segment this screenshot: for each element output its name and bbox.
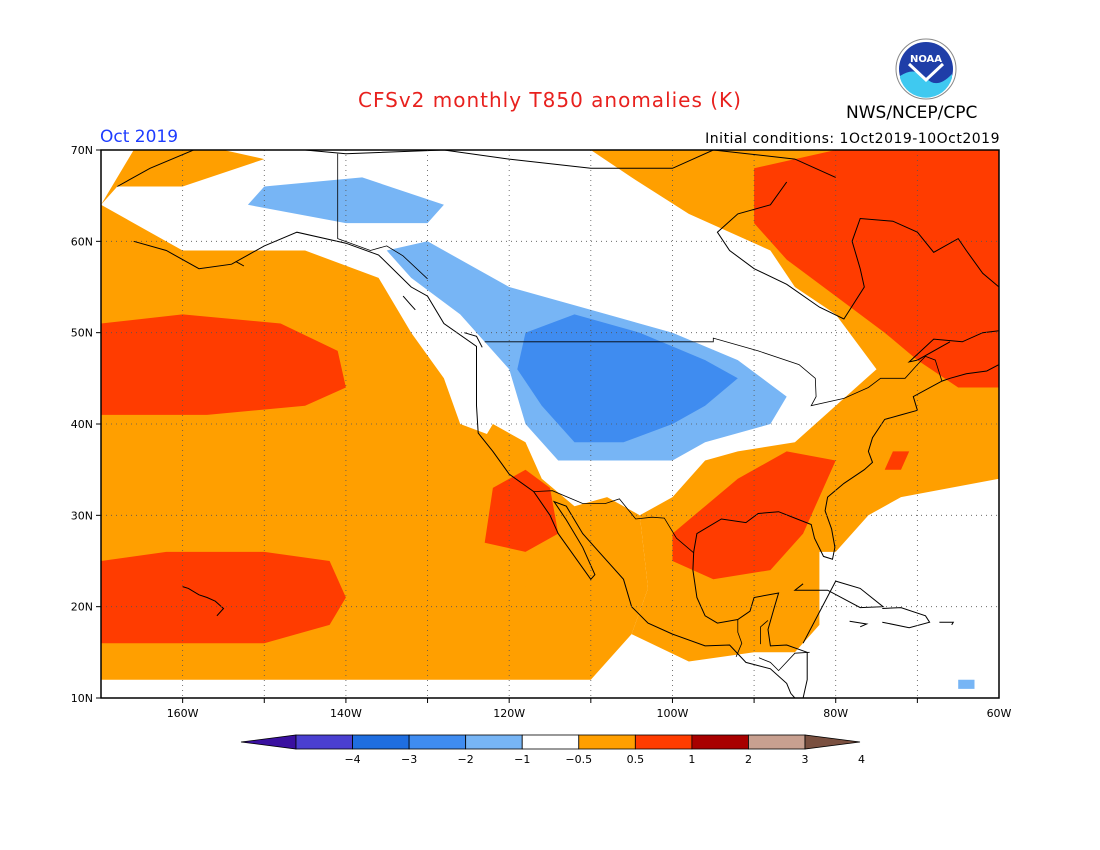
- coastline-0: [117, 150, 836, 187]
- lat-tick-label: 30N: [71, 509, 93, 522]
- colorbar-box: [295, 734, 353, 750]
- colorbar-box: [748, 734, 806, 750]
- lon-tick-label: 120W: [493, 707, 525, 720]
- border-3: [735, 619, 743, 658]
- colorbar-label: −0.5: [565, 753, 592, 766]
- anomaly-fills: [101, 150, 999, 689]
- coastlines: [117, 150, 999, 698]
- lon-tick-label: 60W: [987, 707, 1012, 720]
- coastline-7: [849, 620, 869, 628]
- colorbar-label: −3: [401, 753, 417, 766]
- chart-title: CFSv2 monthly T850 anomalies (K): [358, 88, 742, 112]
- colorbar-low-arrow: [240, 734, 297, 750]
- colorbar: −4 −3 −2 −1 −0.5 0.5 1 2 3 4: [240, 734, 865, 766]
- lon-tick-label: 80W: [823, 707, 848, 720]
- anomaly-region-6: [484, 469, 559, 552]
- colorbar-label: −4: [344, 753, 360, 766]
- lat-tick-label: 10N: [71, 692, 93, 705]
- coastline-6: [882, 607, 931, 629]
- initial-conditions: Initial conditions: 1Oct2019-10Oct2019: [705, 131, 1000, 147]
- colorbar-label: 0.5: [627, 753, 645, 766]
- border-4: [760, 620, 769, 645]
- colorbar-label: 4: [858, 753, 865, 766]
- lat-tick-label: 60N: [71, 235, 93, 248]
- colorbar-label: 2: [745, 753, 752, 766]
- coastline-12: [235, 260, 245, 267]
- lat-tick-label: 40N: [71, 418, 93, 431]
- colorbar-box: [578, 734, 636, 750]
- colorbar-label: −1: [514, 753, 530, 766]
- anomaly-region-8: [754, 150, 999, 388]
- border-5: [758, 651, 810, 672]
- coastline-4: [716, 181, 999, 320]
- agency-label: NWS/NCEP/CPC: [846, 103, 978, 123]
- colorbar-label: −2: [458, 753, 474, 766]
- lon-tick-label: 160W: [167, 707, 199, 720]
- coastline-11: [402, 295, 416, 311]
- border-0: [337, 153, 428, 280]
- lat-tick-label: 50N: [71, 327, 93, 340]
- border-2: [533, 490, 694, 554]
- colorbar-label: 3: [802, 753, 809, 766]
- colorbar-box: [691, 734, 749, 750]
- anomaly-region-13: [958, 679, 975, 689]
- colorbar-box: [408, 734, 467, 750]
- anomaly-region-12: [517, 314, 738, 443]
- lon-tick-label: 100W: [657, 707, 689, 720]
- coastline-1: [133, 231, 796, 698]
- coastline-5: [793, 580, 885, 644]
- colorbar-high-arrow: [804, 734, 861, 750]
- axis-ticks: 10N 20N 30N 40N 50N 60N 70N 160W 140W 120W 100W 80W…: [71, 144, 1012, 720]
- lat-tick-label: 20N: [71, 601, 93, 614]
- colorbar-box: [465, 734, 523, 750]
- anomaly-region-4: [101, 314, 346, 415]
- lat-tick-label: 70N: [71, 144, 93, 157]
- colorbar-box: [521, 734, 580, 750]
- border-1: [484, 337, 943, 407]
- anomaly-region-5: [101, 551, 346, 644]
- logo-text: NOAA: [910, 54, 942, 65]
- lon-tick-label: 140W: [330, 707, 362, 720]
- coastline-8: [939, 621, 955, 626]
- colorbar-box: [352, 734, 410, 750]
- coastline-9: [182, 586, 225, 617]
- anomaly-region-9: [884, 451, 910, 470]
- anomaly-region-1: [101, 150, 265, 205]
- colorbar-box: [634, 734, 693, 750]
- noaa-logo-icon: NOAA: [895, 38, 957, 100]
- forecast-month: Oct 2019: [100, 127, 179, 147]
- coastline-10: [464, 332, 483, 348]
- colorbar-label: 1: [688, 753, 695, 766]
- coastline-2: [692, 364, 999, 698]
